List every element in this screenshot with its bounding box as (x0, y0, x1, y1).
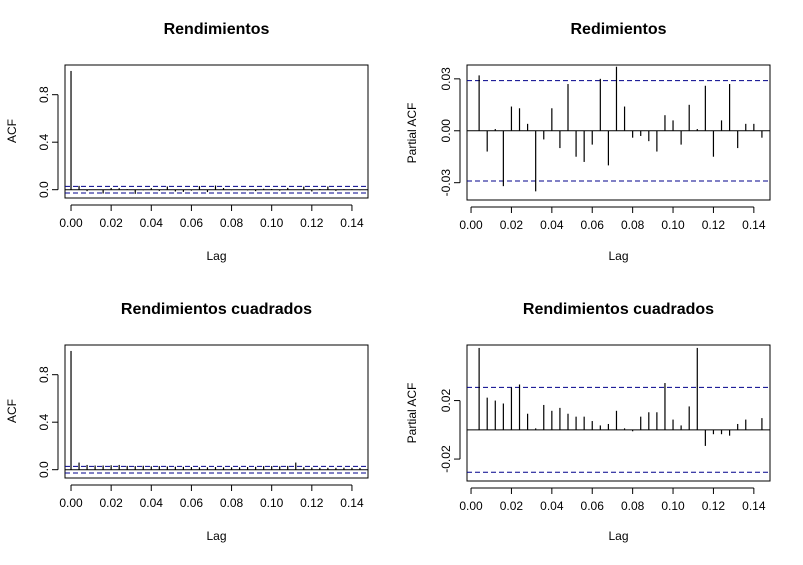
x-tick-label: 0.06 (180, 496, 204, 510)
x-tick-label: 0.02 (500, 218, 524, 232)
x-tick-label: 0.06 (180, 216, 204, 230)
x-tick-label: 0.14 (340, 216, 364, 230)
x-tick-label: 0.08 (621, 499, 645, 513)
y-tick-label: 0.00 (439, 119, 453, 143)
x-tick-label: 0.00 (59, 496, 83, 510)
panel-title: Rendimientos cuadrados (121, 301, 312, 318)
y-tick-label: 0.0 (37, 461, 51, 478)
x-axis-label: Lag (206, 529, 226, 543)
panel-title: Redimientos (570, 21, 666, 38)
x-tick-label: 0.10 (260, 216, 284, 230)
y-tick-label: 0.03 (439, 67, 453, 91)
x-tick-label: 0.10 (260, 496, 284, 510)
x-tick-label: 0.00 (459, 499, 483, 513)
x-tick-label: 0.12 (702, 499, 726, 513)
y-axis-label: ACF (5, 399, 19, 423)
panel-title: Rendimientos cuadrados (523, 301, 714, 318)
x-tick-label: 0.02 (99, 496, 123, 510)
y-tick-label: -0.03 (439, 169, 453, 197)
plot-frame (64, 64, 369, 199)
pacf-panel-returns: Redimientos Lag Partial ACF 0.00 0.02 0.04… (405, 21, 771, 263)
y-tick-label: 0.8 (37, 86, 51, 103)
y-tick-label: -0.02 (439, 445, 453, 473)
x-tick-label: 0.02 (500, 499, 524, 513)
y-axis-label: Partial ACF (405, 383, 419, 444)
x-tick-label: 0.04 (540, 218, 564, 232)
y-tick-label: 0.0 (37, 181, 51, 198)
acf-panel-squared-returns: Rendimientos cuadrados Lag ACF 0.00 0.02 0… (5, 301, 369, 543)
y-tick-label: 0.4 (37, 134, 51, 151)
x-axis-label: Lag (608, 529, 628, 543)
y-axis-label: ACF (5, 119, 19, 143)
x-tick-label: 0.12 (702, 218, 726, 232)
x-tick-label: 0.04 (140, 496, 164, 510)
panel-title: Rendimientos (164, 21, 270, 38)
x-tick-label: 0.14 (742, 499, 766, 513)
x-tick-label: 0.08 (621, 218, 645, 232)
x-tick-label: 0.02 (99, 216, 123, 230)
plot-frame (466, 64, 771, 201)
x-tick-label: 0.08 (220, 216, 244, 230)
x-tick-label: 0.06 (581, 499, 605, 513)
x-tick-label: 0.00 (459, 218, 483, 232)
plot-frame (466, 344, 771, 482)
x-axis-label: Lag (608, 249, 628, 263)
plot-frame (64, 344, 369, 479)
y-tick-label: 0.02 (439, 389, 453, 413)
x-tick-label: 0.08 (220, 496, 244, 510)
pacf-panel-squared-returns: Rendimientos cuadrados Lag Partial ACF 0… (405, 301, 771, 543)
x-tick-label: 0.12 (300, 216, 324, 230)
x-tick-label: 0.06 (581, 218, 605, 232)
x-tick-label: 0.10 (661, 218, 685, 232)
y-tick-label: 0.4 (37, 414, 51, 431)
x-tick-label: 0.10 (661, 499, 685, 513)
y-axis-label: Partial ACF (405, 103, 419, 164)
x-tick-label: 0.12 (300, 496, 324, 510)
x-tick-label: 0.04 (140, 216, 164, 230)
y-tick-label: 0.8 (37, 366, 51, 383)
x-tick-label: 0.04 (540, 499, 564, 513)
x-tick-label: 0.14 (340, 496, 364, 510)
x-axis-label: Lag (206, 249, 226, 263)
x-tick-label: 0.14 (742, 218, 766, 232)
x-tick-label: 0.00 (59, 216, 83, 230)
acf-panel-returns: Rendimientos Lag ACF 0.00 0.02 0.04 0.06 0.0… (5, 21, 369, 263)
